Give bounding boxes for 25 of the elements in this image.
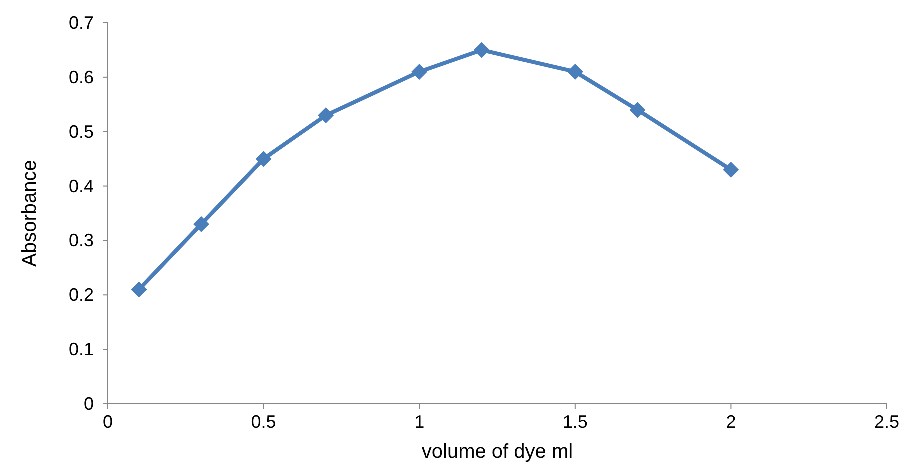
x-tick-label: 2.5 [874, 412, 900, 432]
y-axis-title: Absorbance [19, 160, 41, 267]
x-tick-label: 0.5 [251, 412, 276, 432]
y-tick-label: 0 [84, 394, 94, 414]
point [630, 102, 646, 118]
y-tick-label: 0.6 [68, 67, 94, 88]
point [256, 151, 272, 168]
point [412, 64, 428, 80]
point [131, 282, 148, 298]
point [567, 64, 584, 80]
x-axis-title: volume of dye ml [422, 441, 574, 463]
x-tick-label: 0 [102, 412, 114, 432]
y-tick-label: 0.4 [68, 176, 94, 196]
point [474, 42, 490, 58]
y-tick-label: 0.7 [68, 13, 94, 33]
y-tick-label: 0.1 [68, 340, 94, 360]
x-tick-label: 2 [726, 412, 736, 432]
x-tick-label: 1.5 [562, 412, 588, 432]
y-tick-label: 0.2 [68, 285, 94, 306]
point [723, 162, 740, 178]
point [318, 108, 334, 124]
point [193, 216, 210, 232]
y-tick-label: 0.5 [68, 122, 94, 142]
x-tick-label: 1 [414, 412, 425, 432]
y-tick-label: 0.3 [68, 230, 94, 251]
